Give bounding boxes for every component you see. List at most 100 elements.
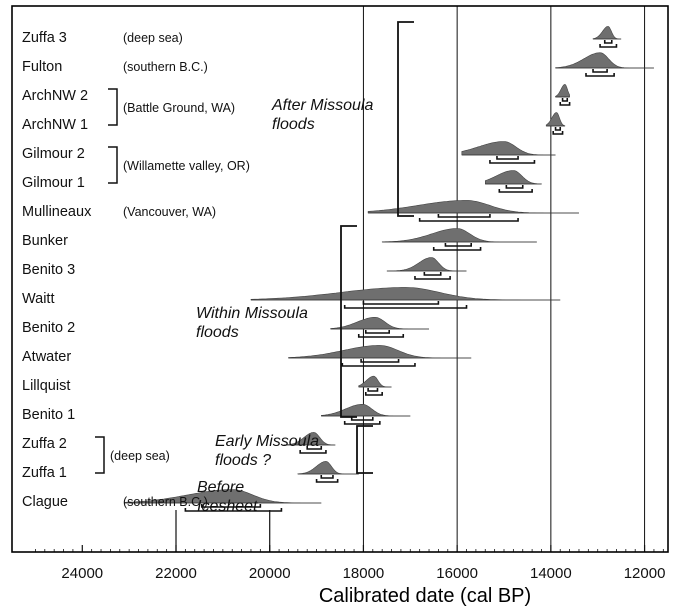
- sample-label: Gilmour 2: [22, 146, 85, 162]
- range-1sigma: [505, 185, 524, 189]
- x-axis: 24000 22000 20000 18000 16000 14000 12000: [35, 545, 665, 582]
- range-1sigma: [423, 272, 442, 276]
- group-label: Icesheet: [197, 498, 258, 515]
- pair-note: (Willamette valley, OR): [123, 159, 250, 173]
- sample-note: (Vancouver, WA): [123, 205, 216, 219]
- x-tick-label: 16000: [436, 565, 478, 582]
- range-1sigma: [592, 69, 608, 73]
- range-2sigma: [315, 479, 339, 483]
- probability-curve: [461, 141, 556, 156]
- gridlines: [362, 6, 646, 552]
- x-tick-label: 24000: [61, 565, 103, 582]
- group-bracket: [356, 425, 373, 474]
- pair-note: (Battle Ground, WA): [123, 101, 235, 115]
- range-1sigma: [496, 156, 519, 160]
- sample-label: Fulton: [22, 59, 62, 75]
- marks: [124, 26, 654, 552]
- range-2sigma: [341, 363, 416, 367]
- row-labels: Zuffa 3 (deep sea) Fulton (southern B.C.) Ar…: [22, 30, 250, 510]
- range-2sigma: [299, 450, 327, 454]
- x-tick-label: 14000: [530, 565, 572, 582]
- sample-note: (deep sea): [123, 31, 183, 45]
- probability-curve: [386, 257, 467, 272]
- x-tick-label: 12000: [624, 565, 666, 582]
- probability-curve: [330, 317, 429, 330]
- sample-label: Lillquist: [22, 378, 70, 394]
- sample-label: Clague: [22, 494, 68, 510]
- sample-label: Waitt: [22, 291, 55, 307]
- pair-bracket: [95, 436, 105, 474]
- sample-note: (southern B.C.): [123, 495, 208, 509]
- sample-note: (southern B.C.): [123, 60, 208, 74]
- range-2sigma: [489, 160, 536, 164]
- x-tick-label: 22000: [155, 565, 197, 582]
- range-2sigma: [585, 73, 615, 77]
- probability-curve: [367, 200, 579, 214]
- range-2sigma: [364, 392, 383, 396]
- probability-curve: [321, 404, 411, 417]
- probability-curve: [283, 432, 336, 446]
- sample-label: Zuffa 1: [22, 465, 67, 481]
- pair-bracket: [108, 88, 118, 126]
- pair-bracket: [108, 146, 118, 184]
- range-1sigma: [350, 417, 374, 421]
- range-2sigma: [599, 44, 618, 48]
- range-2sigma: [414, 276, 451, 280]
- probability-curve: [250, 287, 561, 301]
- range-2sigma: [184, 508, 283, 512]
- range-2sigma: [498, 189, 533, 193]
- range-1sigma: [437, 214, 491, 218]
- range-2sigma: [418, 218, 519, 222]
- x-tick-label: 20000: [249, 565, 291, 582]
- range-2sigma: [357, 334, 405, 338]
- probability-curve: [297, 461, 359, 475]
- sample-label: Mullineaux: [22, 204, 92, 220]
- x-axis-title: Calibrated date (cal BP): [319, 585, 531, 607]
- sample-label: Atwater: [22, 349, 71, 365]
- sample-label: Gilmour 1: [22, 175, 85, 191]
- range-1sigma: [367, 388, 379, 392]
- range-2sigma: [559, 102, 571, 106]
- sample-label: Bunker: [22, 233, 68, 249]
- range-2sigma: [343, 421, 381, 425]
- sample-label: Benito 1: [22, 407, 75, 423]
- probability-curve: [288, 345, 472, 359]
- range-1sigma: [444, 243, 472, 247]
- probability-curve: [485, 170, 542, 185]
- range-2sigma: [343, 305, 468, 309]
- probability-curve: [555, 84, 570, 98]
- group-bracket: [340, 225, 357, 418]
- group-bracket: [397, 21, 414, 217]
- range-1sigma: [554, 127, 562, 131]
- group-label: Within Missoula: [196, 305, 308, 322]
- sample-label: ArchNW 1: [22, 117, 88, 133]
- group-label: floods ?: [215, 452, 271, 469]
- x-tick-label: 18000: [343, 565, 385, 582]
- sample-label: Zuffa 3: [22, 30, 67, 46]
- range-1sigma: [200, 504, 262, 508]
- range-1sigma: [561, 98, 569, 102]
- probability-curve: [592, 26, 622, 40]
- group-label: Before: [197, 479, 244, 496]
- range-2sigma: [432, 247, 482, 251]
- sample-label: ArchNW 2: [22, 88, 88, 104]
- probability-curve: [545, 112, 566, 127]
- group-label: floods: [272, 116, 315, 133]
- range-1sigma: [360, 359, 400, 363]
- range-1sigma: [306, 446, 323, 450]
- plot-frame: [11, 5, 669, 553]
- sample-label: Zuffa 2: [22, 436, 67, 452]
- probability-curve: [381, 228, 537, 243]
- probability-curve: [555, 52, 654, 69]
- pair-note: (deep sea): [110, 449, 170, 463]
- sample-label: Benito 3: [22, 262, 75, 278]
- range-1sigma: [320, 475, 334, 479]
- range-1sigma: [603, 40, 613, 44]
- group-label: After Missoula: [271, 97, 373, 114]
- range-1sigma: [364, 330, 390, 334]
- sample-label: Benito 2: [22, 320, 75, 336]
- group-label: Early Missoula: [215, 433, 319, 450]
- range-2sigma: [552, 131, 564, 135]
- group-brackets: After Missoula floods Within Missoula flood…: [196, 21, 414, 515]
